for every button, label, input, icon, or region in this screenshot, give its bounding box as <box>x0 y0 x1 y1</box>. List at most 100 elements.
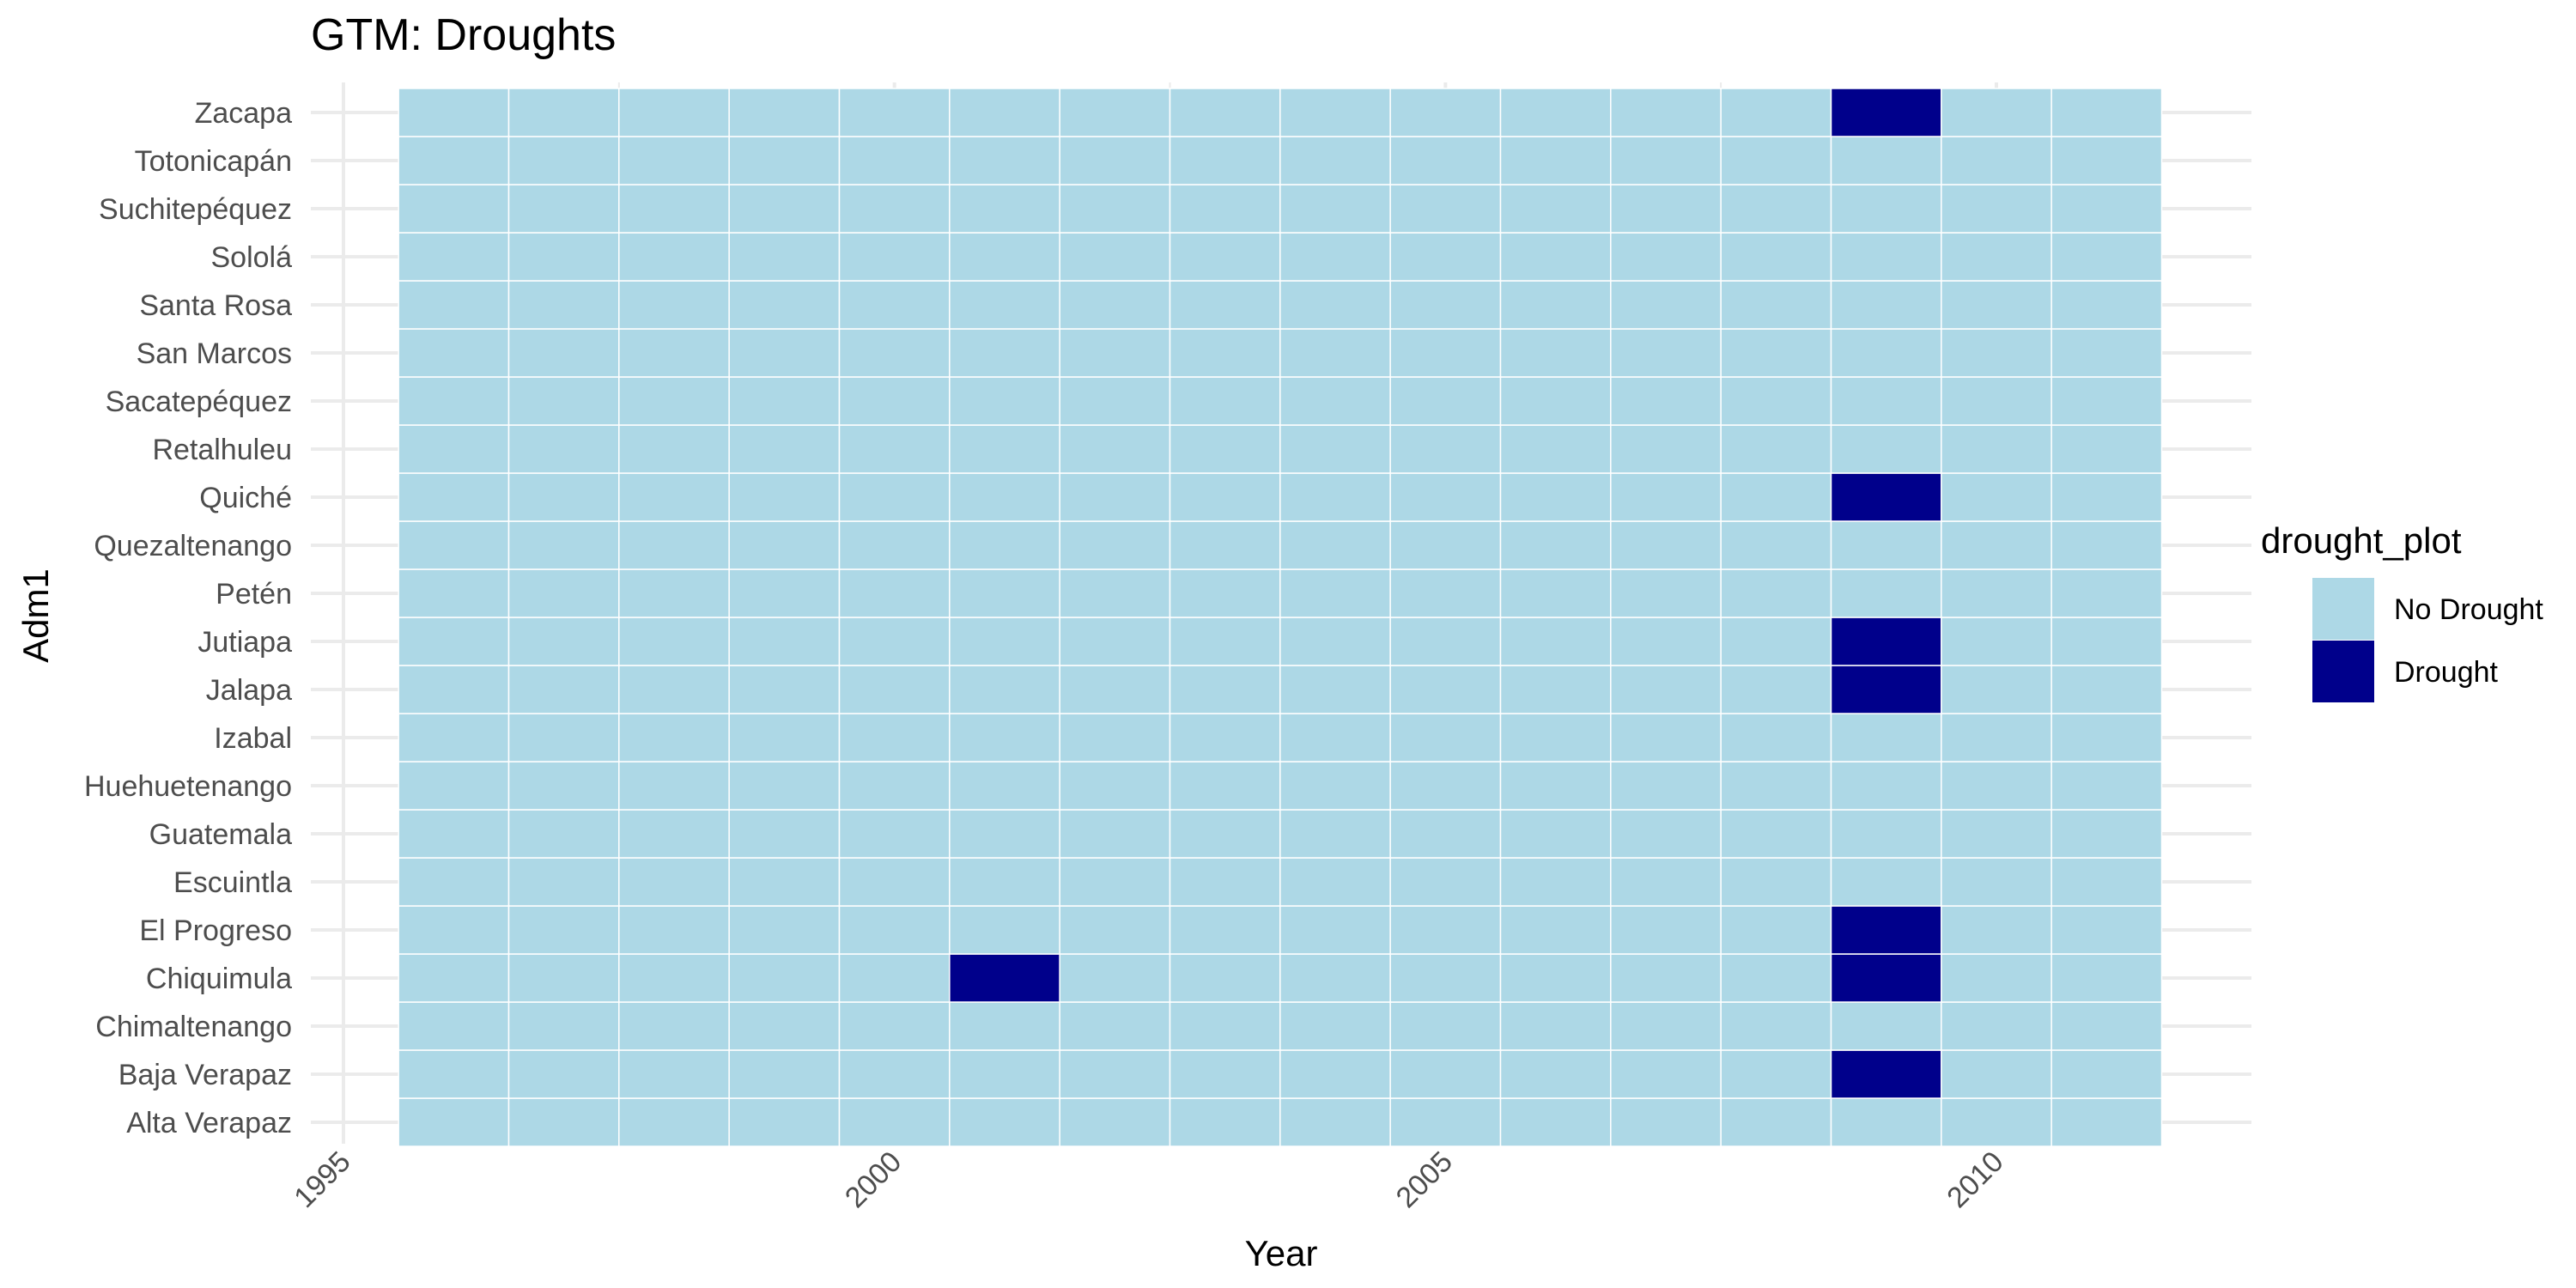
heatmap-tile-no-drought <box>1610 328 1722 378</box>
heatmap-tile-no-drought <box>1059 520 1171 570</box>
heatmap-tile-no-drought <box>1941 617 2052 666</box>
heatmap-tile-no-drought <box>1720 424 1832 474</box>
heatmap-tile-no-drought <box>728 424 841 474</box>
heatmap-tile-no-drought <box>1610 376 1722 426</box>
heatmap-tile-no-drought <box>1720 472 1832 522</box>
heatmap-tile-no-drought <box>398 136 510 185</box>
heatmap-tile-no-drought <box>949 905 1060 955</box>
heatmap-tile-no-drought <box>1499 184 1612 234</box>
y-tick-label-quezaltenango: Quezaltenango <box>94 530 292 562</box>
y-tick-label-chimaltenango: Chimaltenango <box>95 1011 292 1043</box>
heatmap-tile-no-drought <box>2050 617 2163 666</box>
y-tick-label-santa-rosa: Santa Rosa <box>139 289 292 322</box>
y-axis-tick-labels: Alta Verapaz Baja Verapaz Chimaltenango Chi… <box>84 97 292 1139</box>
heatmap-tile-no-drought <box>1830 713 1942 762</box>
heatmap-tile-no-drought <box>507 328 620 378</box>
heatmap-tile-no-drought <box>1720 1097 1832 1147</box>
y-tick-label-suchitepequez: Suchitepéquez <box>99 193 292 226</box>
heatmap-tile-no-drought <box>1610 136 1722 185</box>
heatmap-tile-no-drought <box>1059 761 1171 811</box>
heatmap-tile-no-drought <box>1830 184 1942 234</box>
heatmap-tile-no-drought <box>838 761 951 811</box>
heatmap-tile-no-drought <box>1720 232 1832 282</box>
heatmap-tile-no-drought <box>1720 376 1832 426</box>
heatmap-tile-no-drought <box>1169 88 1281 137</box>
heatmap-tile-no-drought <box>1059 568 1171 618</box>
heatmap-tile-no-drought <box>1279 424 1391 474</box>
heatmap-tile-no-drought <box>1169 376 1281 426</box>
heatmap-tile-no-drought <box>1059 472 1171 522</box>
heatmap-tile-no-drought <box>1059 617 1171 666</box>
heatmap-tile-no-drought <box>1059 136 1171 185</box>
x-axis-label: Year <box>1245 1233 1318 1273</box>
y-tick-label-retalhuleu: Retalhuleu <box>152 434 292 466</box>
heatmap-tile-no-drought <box>398 568 510 618</box>
heatmap-tile-no-drought <box>1279 665 1391 714</box>
heatmap-tile-no-drought <box>1389 1097 1502 1147</box>
heatmap-tile-no-drought <box>1279 905 1391 955</box>
heatmap-tile-no-drought <box>728 520 841 570</box>
heatmap-tile-no-drought <box>728 809 841 859</box>
heatmap-tile-no-drought <box>1279 1097 1391 1147</box>
heatmap-tile-no-drought <box>838 568 951 618</box>
heatmap-tile-no-drought <box>949 617 1060 666</box>
heatmap-tile-no-drought <box>2050 280 2163 330</box>
heatmap-tile-no-drought <box>1169 1001 1281 1051</box>
heatmap-tile-no-drought <box>1941 568 2052 618</box>
heatmap-tile-no-drought <box>1169 520 1281 570</box>
heatmap-tile-no-drought <box>2050 1049 2163 1099</box>
heatmap-tile-no-drought <box>1830 232 1942 282</box>
heatmap-tile-no-drought <box>949 520 1060 570</box>
heatmap-tile-no-drought <box>1169 568 1281 618</box>
heatmap-tile-no-drought <box>1499 1001 1612 1051</box>
legend-label-drought: Drought <box>2394 656 2499 689</box>
heatmap-tile-no-drought <box>838 1001 951 1051</box>
heatmap-tile-no-drought <box>1610 232 1722 282</box>
heatmap-tile-no-drought <box>618 1001 730 1051</box>
heatmap-tile-no-drought <box>618 1097 730 1147</box>
heatmap-tile-no-drought <box>1499 424 1612 474</box>
heatmap-tile-no-drought <box>1499 472 1612 522</box>
heatmap-tile-no-drought <box>1169 184 1281 234</box>
heatmap-tile-no-drought <box>618 713 730 762</box>
heatmap-tile-drought <box>1830 905 1942 955</box>
heatmap-tile-no-drought <box>949 376 1060 426</box>
heatmap-tile-no-drought <box>1389 1049 1502 1099</box>
heatmap-tile-no-drought <box>398 953 510 1003</box>
heatmap-tile-no-drought <box>618 88 730 137</box>
heatmap-tile-no-drought <box>1610 88 1722 137</box>
legend: drought_plot No Drought Drought <box>2261 520 2543 702</box>
heatmap-tile-no-drought <box>1279 617 1391 666</box>
y-axis-label: Adm1 <box>15 568 56 663</box>
heatmap-tile-no-drought <box>1169 809 1281 859</box>
heatmap-tile-no-drought <box>618 665 730 714</box>
chart-title: GTM: Droughts <box>311 10 616 60</box>
heatmap-tile-no-drought <box>1169 761 1281 811</box>
y-tick-label-escuintla: Escuintla <box>173 866 292 899</box>
heatmap-tile-no-drought <box>838 905 951 955</box>
x-tick-label-2000: 2000 <box>839 1145 908 1214</box>
heatmap-tile-no-drought <box>1499 328 1612 378</box>
heatmap-tile-no-drought <box>1389 472 1502 522</box>
heatmap-tile-no-drought <box>1499 568 1612 618</box>
heatmap-tile-no-drought <box>1279 232 1391 282</box>
heatmap-tile-no-drought <box>1941 809 2052 859</box>
heatmap-tile-no-drought <box>949 761 1060 811</box>
heatmap-tile-no-drought <box>1169 905 1281 955</box>
heatmap-tile-no-drought <box>838 1097 951 1147</box>
y-tick-label-el-progreso: El Progreso <box>139 914 292 947</box>
heatmap-tile-no-drought <box>507 665 620 714</box>
heatmap-tile-no-drought <box>1279 376 1391 426</box>
heatmap-tile-no-drought <box>949 88 1060 137</box>
heatmap-tile-no-drought <box>838 88 951 137</box>
heatmap-tile-no-drought <box>1941 88 2052 137</box>
heatmap-tile-no-drought <box>838 376 951 426</box>
heatmap-tile-no-drought <box>838 617 951 666</box>
heatmap-tile-no-drought <box>1059 1001 1171 1051</box>
heatmap-tile-no-drought <box>1720 328 1832 378</box>
heatmap-tile-no-drought <box>728 472 841 522</box>
heatmap-tile-no-drought <box>2050 809 2163 859</box>
heatmap-tile-no-drought <box>2050 857 2163 907</box>
heatmap-tile-no-drought <box>728 1049 841 1099</box>
heatmap-tile-no-drought <box>1499 905 1612 955</box>
